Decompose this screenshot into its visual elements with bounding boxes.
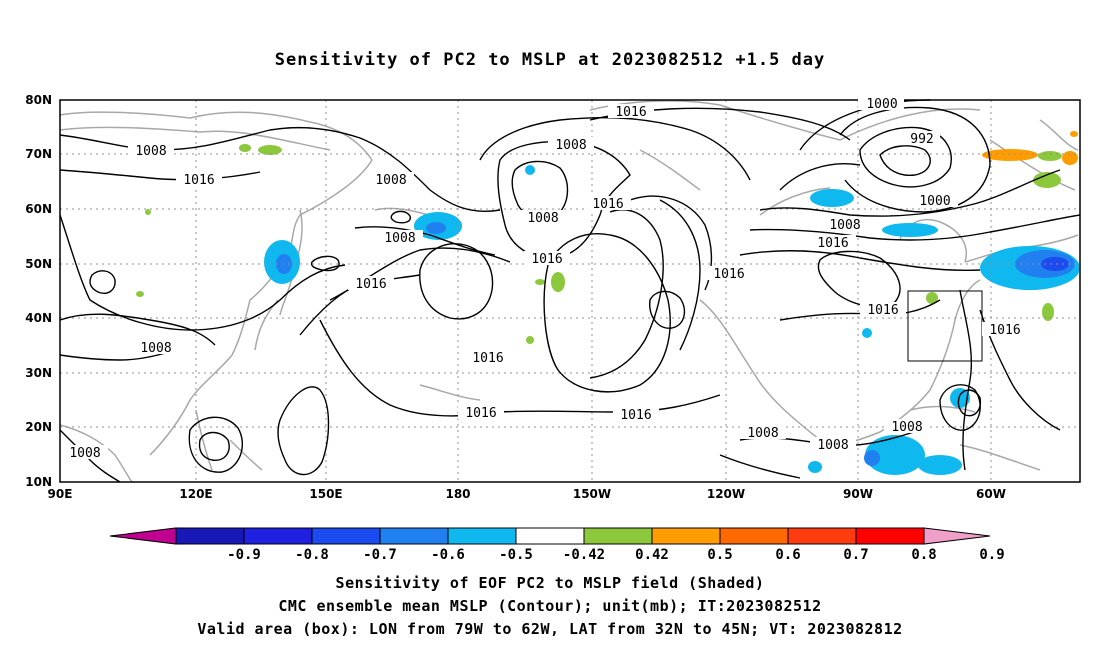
colorbar-swatch [447, 527, 517, 545]
lat-label: 80N [25, 93, 52, 107]
contour-label: 992 [910, 132, 933, 147]
contour-label: 1016 [867, 303, 898, 318]
contour-label: 1008 [384, 231, 415, 246]
axis-labels: 80N 70N 60N 50N 40N 30N 20N 10N 90E 120E… [25, 93, 1006, 501]
colorbar-tick-label: 0.9 [979, 547, 1004, 563]
lon-label: 150W [573, 487, 611, 501]
contour-label: 1016 [183, 173, 214, 188]
contour-label: 1008 [140, 341, 171, 356]
caption-contour: CMC ensemble mean MSLP (Contour); unit(m… [278, 597, 822, 615]
contour-label: 1008 [829, 218, 860, 233]
colorbar-swatch [311, 527, 381, 545]
colorbar-swatch [175, 527, 245, 545]
colorbar-swatch [651, 527, 721, 545]
lat-label: 70N [25, 147, 52, 161]
colorbar-swatch [583, 527, 653, 545]
lon-label: 90W [843, 487, 873, 501]
contour-label: 1008 [69, 446, 100, 461]
colorbar-tick-label: -0.42 [563, 547, 605, 563]
contour-label: 1016 [592, 197, 623, 212]
colorbar-high-extend [923, 527, 991, 545]
lon-label: 60W [976, 487, 1006, 501]
colorbar-low-extend [109, 527, 177, 545]
contour-label: 1016 [713, 267, 744, 282]
colorbar-tick-label: -0.7 [363, 547, 397, 563]
contour-label: 1008 [891, 420, 922, 435]
lon-label: 120E [179, 487, 212, 501]
colorbar-tick-label: 0.6 [775, 547, 800, 563]
colorbar-tick-label: 0.42 [635, 547, 669, 563]
colorbar-tick-label: 0.8 [911, 547, 936, 563]
lon-label: 180 [445, 487, 470, 501]
lon-label: 90E [48, 487, 73, 501]
contour-label: 1008 [135, 144, 166, 159]
contour-label: 1008 [817, 438, 848, 453]
colorbar-swatch [243, 527, 313, 545]
colorbar-tick-label: -0.6 [431, 547, 465, 563]
contour-label: 1016 [472, 351, 503, 366]
contour-label: 1016 [817, 236, 848, 251]
caption-valid-area: Valid area (box): LON from 79W to 62W, L… [197, 620, 903, 638]
shaded-sensitivity [136, 131, 1080, 475]
contour-label: 1016 [620, 408, 651, 423]
colorbar: -0.9 -0.8 -0.7 -0.6 -0.5 -0.42 0.42 0.5 0.6 0.7 0.… [109, 527, 1005, 563]
contour-label: 1016 [531, 252, 562, 267]
colorbar-tick-label: 0.5 [707, 547, 732, 563]
colorbar-swatch [787, 527, 857, 545]
mslp-contours [59, 99, 1081, 483]
lat-label: 10N [25, 475, 52, 489]
contour-label: 1016 [615, 105, 646, 120]
colorbar-tick-label: -0.8 [295, 547, 329, 563]
lat-label: 50N [25, 257, 52, 271]
plot-frame [59, 99, 1081, 483]
lat-label: 20N [25, 420, 52, 434]
caption-shaded: Sensitivity of EOF PC2 to MSLP field (Sh… [335, 574, 765, 592]
contour-label: 1016 [465, 406, 496, 421]
colorbar-tick-label: -0.5 [499, 547, 533, 563]
colorbar-swatch [515, 527, 585, 545]
colorbar-swatch [719, 527, 789, 545]
contour-label: 1000 [919, 194, 950, 209]
lat-label: 30N [25, 366, 52, 380]
contour-label: 1008 [555, 138, 586, 153]
colorbar-swatch [379, 527, 449, 545]
contour-labels: 1016 1000 992 1008 1016 1008 1008 1008 1… [62, 96, 1028, 461]
contour-label: 1016 [989, 323, 1020, 338]
colorbar-tick-label: -0.9 [227, 547, 261, 563]
colorbar-swatch [855, 527, 925, 545]
contour-label: 1008 [375, 173, 406, 188]
contour-label: 1008 [527, 211, 558, 226]
colorbar-tick-label: 0.7 [843, 547, 868, 563]
contour-label: 1008 [747, 426, 778, 441]
plot-title: Sensitivity of PC2 to MSLP at 2023082512… [274, 50, 826, 70]
lat-label: 40N [25, 311, 52, 325]
contour-label: 1016 [355, 277, 386, 292]
contour-label: 1000 [866, 97, 897, 112]
lon-label: 120W [707, 487, 745, 501]
lat-label: 60N [25, 202, 52, 216]
lon-label: 150E [309, 487, 342, 501]
